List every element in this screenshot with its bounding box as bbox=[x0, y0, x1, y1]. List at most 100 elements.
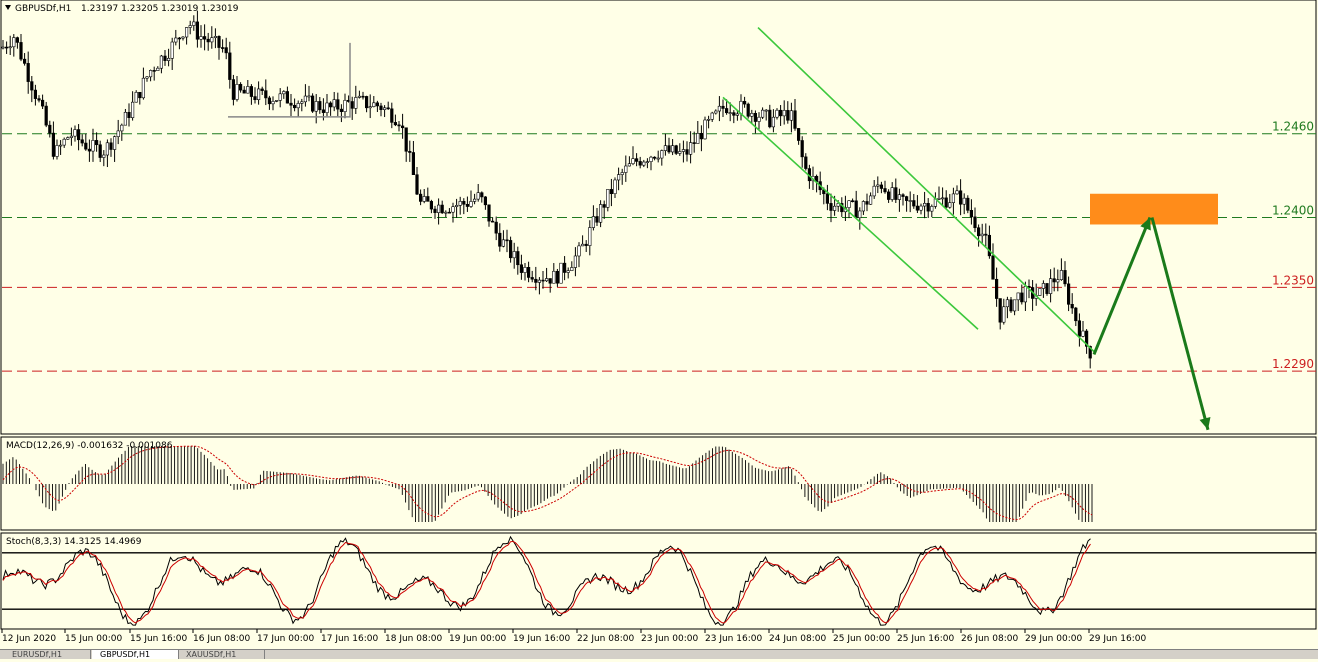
candle-body bbox=[123, 112, 127, 126]
tab-xauusd[interactable]: XAUUSDf,H1 bbox=[178, 650, 265, 659]
candle-body bbox=[382, 107, 387, 110]
candle-body bbox=[30, 81, 34, 91]
candle-body bbox=[656, 157, 660, 160]
candle-body bbox=[274, 100, 279, 102]
candle-body bbox=[159, 55, 164, 69]
time-tick-label: 25 Jun 16:00 bbox=[897, 634, 954, 644]
candle-body bbox=[415, 174, 419, 195]
candle-body bbox=[177, 37, 182, 40]
candle-body bbox=[519, 264, 523, 273]
candle-body bbox=[501, 239, 506, 247]
candle-body bbox=[145, 76, 149, 79]
candle-body bbox=[185, 27, 189, 38]
candle-body bbox=[300, 101, 304, 104]
chart-annotations bbox=[228, 26, 1218, 431]
ohlc-readout: 1.23197 1.23205 1.23019 1.23019 bbox=[81, 4, 239, 14]
candle-body bbox=[652, 156, 657, 159]
candle-body bbox=[95, 140, 99, 146]
candle-body bbox=[976, 227, 981, 237]
candle-body bbox=[753, 113, 757, 122]
tab-gbpusd[interactable]: GBPUSDf,H1 bbox=[92, 650, 179, 659]
candle-body bbox=[239, 84, 243, 91]
candle-body bbox=[1020, 292, 1024, 303]
candle-body bbox=[670, 145, 675, 153]
candle-body bbox=[1009, 299, 1013, 312]
candle-body bbox=[984, 233, 988, 236]
candle-body bbox=[354, 97, 358, 109]
candle-body bbox=[5, 46, 9, 49]
candle-body bbox=[249, 86, 254, 97]
candle-body bbox=[69, 135, 73, 138]
time-tick-label: 17 Jun 16:00 bbox=[321, 634, 378, 644]
time-tick-label: 25 Jun 00:00 bbox=[833, 634, 890, 644]
candle-body bbox=[19, 42, 23, 60]
time-tick-label: 12 Jun 2020 bbox=[2, 634, 56, 644]
time-tick-label: 29 Jun 16:00 bbox=[1089, 634, 1146, 644]
candle-body bbox=[256, 88, 261, 101]
candle-body bbox=[328, 102, 333, 108]
candle-body bbox=[577, 245, 581, 257]
channel-line-1 bbox=[757, 26, 1095, 353]
candle-body bbox=[1056, 279, 1060, 283]
candle-body bbox=[58, 144, 63, 147]
candle-body bbox=[537, 279, 541, 283]
candle-body bbox=[721, 105, 725, 109]
candle-body bbox=[573, 255, 577, 268]
candle-body bbox=[516, 251, 520, 266]
candle-body bbox=[80, 139, 84, 144]
candle-body bbox=[188, 25, 192, 28]
collapse-triangle-icon[interactable] bbox=[5, 5, 11, 10]
candle-body bbox=[203, 36, 207, 40]
candle-body bbox=[1074, 307, 1078, 322]
chart-title: GBPUSDf,H1 bbox=[15, 4, 71, 14]
candle-body bbox=[508, 240, 513, 259]
level-label-1.2290: 1.2290 bbox=[1272, 357, 1314, 371]
time-tick-label: 24 Jun 08:00 bbox=[769, 634, 826, 644]
level-label-1.2460: 1.2460 bbox=[1272, 120, 1314, 134]
candle-body bbox=[847, 200, 851, 208]
candle-body bbox=[778, 109, 783, 117]
candle-body bbox=[318, 101, 322, 111]
candle-body bbox=[642, 161, 646, 166]
candle-body bbox=[170, 41, 174, 59]
candle-body bbox=[674, 145, 678, 154]
candle-body bbox=[793, 110, 797, 129]
candle-body bbox=[620, 172, 624, 175]
candle-body bbox=[1063, 270, 1067, 285]
candle-body bbox=[919, 205, 923, 211]
candle-body bbox=[991, 255, 995, 280]
candle-body bbox=[944, 197, 948, 208]
candle-body bbox=[454, 205, 459, 207]
candle-body bbox=[724, 108, 729, 114]
candle-body bbox=[552, 270, 556, 284]
candle-body bbox=[48, 124, 52, 134]
candle-body bbox=[181, 36, 185, 39]
candle-body bbox=[980, 233, 984, 237]
candle-body bbox=[1016, 292, 1020, 301]
candle-body bbox=[487, 204, 491, 222]
tab-eurusd[interactable]: EURUSDf,H1 bbox=[4, 650, 91, 659]
time-tick-label: 17 Jun 00:00 bbox=[257, 634, 314, 644]
candle-body bbox=[91, 140, 95, 152]
rectangle-annotation bbox=[228, 42, 351, 118]
candle-body bbox=[37, 98, 41, 101]
candle-body bbox=[22, 58, 27, 64]
candle-body bbox=[393, 122, 398, 126]
candle-body bbox=[512, 251, 516, 259]
candle-body bbox=[890, 187, 894, 200]
candle-body bbox=[307, 95, 311, 98]
candle-body bbox=[343, 99, 347, 112]
horizontal-levels: 1.2460 1.2400 1.2350 1.2290 bbox=[2, 120, 1316, 372]
candle-body bbox=[760, 109, 765, 118]
time-tick-label: 29 Jun 00:00 bbox=[1025, 634, 1082, 644]
candle-body bbox=[98, 144, 102, 158]
candle-body bbox=[598, 204, 603, 223]
candle-body bbox=[627, 163, 631, 167]
candle-body bbox=[296, 103, 300, 109]
level-label-1.2400: 1.2400 bbox=[1272, 204, 1314, 218]
candle-body bbox=[789, 110, 793, 121]
candle-body bbox=[901, 194, 905, 197]
candle-body bbox=[915, 205, 919, 211]
